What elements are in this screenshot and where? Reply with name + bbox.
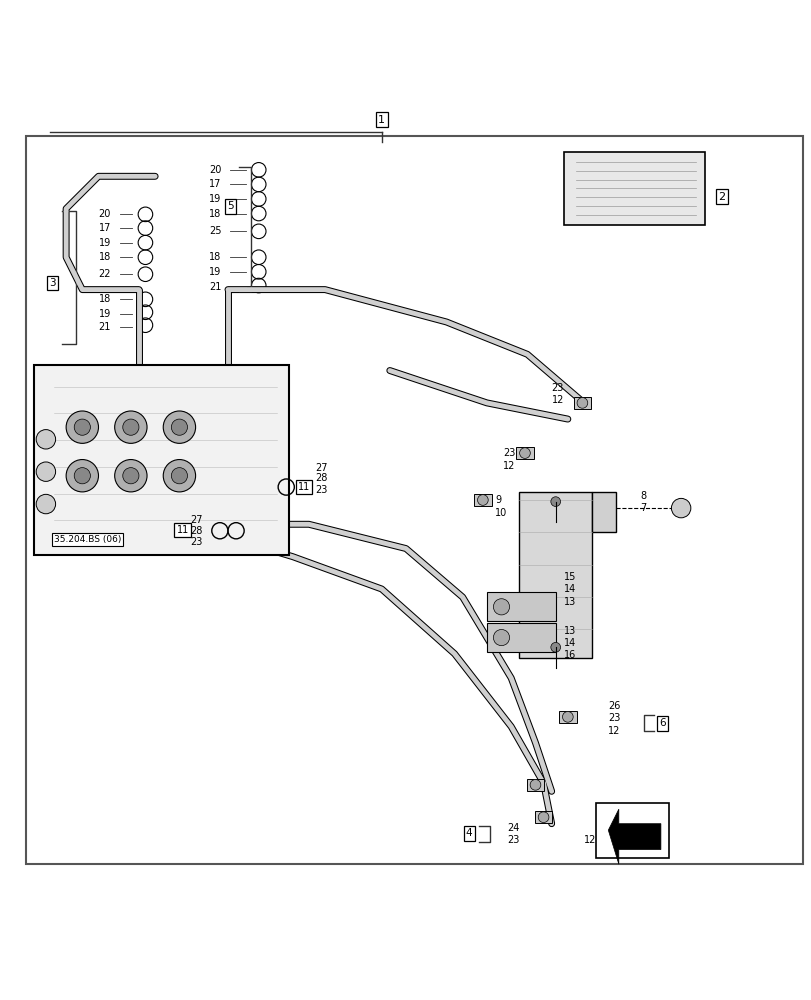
- Text: 24: 24: [507, 823, 519, 833]
- Bar: [558, 711, 576, 723]
- Text: 27: 27: [315, 463, 328, 473]
- Bar: [595, 803, 668, 858]
- Text: 23: 23: [315, 485, 328, 495]
- Circle shape: [171, 419, 187, 435]
- Text: 8: 8: [640, 491, 646, 501]
- Text: 11: 11: [176, 525, 188, 535]
- Text: 23: 23: [507, 835, 519, 845]
- Text: 19: 19: [98, 309, 110, 319]
- Circle shape: [671, 498, 690, 518]
- Text: 27: 27: [191, 515, 203, 525]
- Circle shape: [530, 780, 540, 790]
- Text: 25: 25: [209, 226, 221, 236]
- Bar: [487, 623, 555, 652]
- Bar: [563, 152, 705, 225]
- Text: 13: 13: [563, 626, 575, 636]
- Text: 18: 18: [209, 252, 221, 262]
- Text: 23: 23: [551, 383, 564, 393]
- Text: 12: 12: [607, 726, 620, 736]
- Circle shape: [36, 430, 55, 449]
- Text: 28: 28: [191, 526, 203, 536]
- Bar: [34, 365, 288, 555]
- Text: 17: 17: [98, 223, 111, 233]
- Text: 22: 22: [98, 269, 111, 279]
- Text: 5: 5: [227, 201, 234, 211]
- Circle shape: [66, 411, 98, 443]
- Polygon shape: [519, 492, 591, 658]
- Bar: [534, 811, 551, 823]
- Text: 14: 14: [563, 584, 575, 594]
- Text: 19: 19: [98, 238, 110, 248]
- Circle shape: [122, 419, 139, 435]
- Circle shape: [477, 495, 487, 505]
- Text: 10: 10: [495, 508, 507, 518]
- Bar: [573, 397, 590, 409]
- Text: 12: 12: [583, 835, 595, 845]
- Circle shape: [538, 812, 548, 823]
- Text: 3: 3: [49, 278, 56, 288]
- Text: 16: 16: [563, 650, 575, 660]
- Text: 20: 20: [209, 165, 221, 175]
- Text: 13: 13: [563, 597, 575, 607]
- Circle shape: [114, 460, 147, 492]
- Text: 21: 21: [98, 322, 111, 332]
- Text: 9: 9: [495, 495, 500, 505]
- Text: 23: 23: [191, 537, 203, 547]
- Bar: [516, 447, 533, 459]
- Circle shape: [550, 497, 560, 506]
- Text: 18: 18: [209, 209, 221, 219]
- Circle shape: [577, 398, 587, 408]
- Circle shape: [562, 712, 573, 722]
- Text: 18: 18: [98, 294, 110, 304]
- Text: 20: 20: [98, 209, 111, 219]
- Circle shape: [519, 448, 530, 458]
- Text: 28: 28: [315, 473, 328, 483]
- Polygon shape: [591, 492, 616, 532]
- Circle shape: [550, 642, 560, 652]
- Bar: [487, 592, 555, 621]
- Circle shape: [36, 462, 55, 481]
- Circle shape: [171, 468, 187, 484]
- Text: 15: 15: [563, 572, 576, 582]
- Text: 35.204.BS (06): 35.204.BS (06): [54, 535, 121, 544]
- Circle shape: [493, 599, 509, 615]
- Text: 14: 14: [563, 638, 575, 648]
- Text: 17: 17: [209, 179, 221, 189]
- Circle shape: [66, 460, 98, 492]
- Circle shape: [114, 411, 147, 443]
- Text: 23: 23: [503, 448, 515, 458]
- Polygon shape: [607, 809, 660, 864]
- Text: 7: 7: [640, 503, 646, 513]
- Text: 18: 18: [98, 252, 110, 262]
- Text: 4: 4: [466, 828, 472, 838]
- Text: 6: 6: [659, 718, 665, 728]
- Text: 23: 23: [607, 713, 620, 723]
- Circle shape: [122, 468, 139, 484]
- Circle shape: [74, 419, 90, 435]
- Text: 26: 26: [607, 701, 620, 711]
- Text: 12: 12: [551, 395, 564, 405]
- Text: 21: 21: [209, 282, 221, 292]
- Text: 1: 1: [378, 115, 384, 125]
- Text: 11: 11: [298, 482, 310, 492]
- Circle shape: [163, 411, 195, 443]
- Circle shape: [163, 460, 195, 492]
- Circle shape: [74, 468, 90, 484]
- Text: 19: 19: [209, 194, 221, 204]
- Bar: [526, 779, 543, 791]
- Text: 19: 19: [209, 267, 221, 277]
- Bar: [474, 494, 491, 506]
- Text: 12: 12: [503, 461, 515, 471]
- Circle shape: [36, 494, 55, 514]
- Text: 2: 2: [717, 192, 724, 202]
- Circle shape: [493, 629, 509, 646]
